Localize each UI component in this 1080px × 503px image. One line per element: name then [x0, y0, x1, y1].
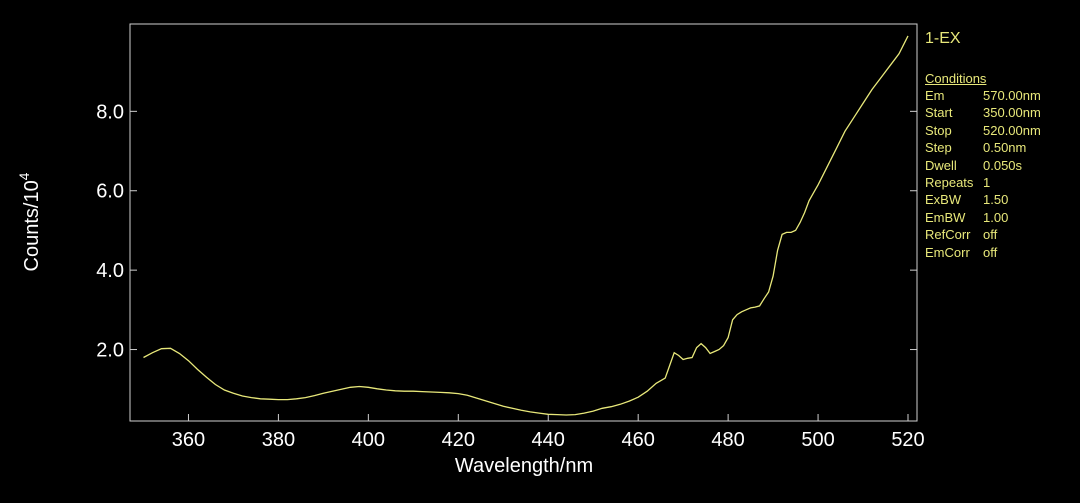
- condition-key: Start: [925, 105, 953, 121]
- condition-value: off: [983, 227, 998, 243]
- condition-key: Step: [925, 140, 952, 156]
- y-tick-label: 4.0: [96, 260, 124, 282]
- condition-key: EmBW: [925, 209, 966, 225]
- condition-value: 0.50nm: [983, 140, 1027, 156]
- y-axis-title-exponent: 4: [16, 172, 32, 180]
- condition-value: 570.00nm: [983, 88, 1041, 103]
- x-tick-label: 460: [621, 429, 654, 451]
- condition-row: Repeats 1: [925, 174, 1075, 191]
- condition-key: Em: [925, 88, 945, 103]
- condition-row: EmBW 1.00: [925, 209, 1075, 226]
- y-axis-title: Counts/104: [16, 172, 43, 271]
- x-tick-label: 440: [532, 429, 565, 451]
- scan-name: 1-EX: [925, 30, 961, 47]
- condition-key: Dwell: [925, 157, 957, 173]
- x-axis: 360 380 400 420 440 460 480 500 520: [172, 414, 925, 451]
- condition-value: 0.050s: [983, 157, 1023, 173]
- condition-row: Start 350.00nm: [925, 104, 1075, 121]
- y-axis: 2.0 4.0 6.0 8.0: [96, 101, 917, 362]
- x-tick-label: 480: [711, 429, 744, 451]
- x-tick-label: 360: [172, 429, 205, 451]
- condition-row: ExBW 1.50: [925, 191, 1075, 208]
- x-tick-label: 400: [352, 429, 385, 451]
- condition-key: RefCorr: [925, 227, 971, 243]
- x-tick-label: 420: [442, 429, 475, 451]
- condition-row: Em 570.00nm: [925, 87, 1075, 104]
- condition-value: off: [983, 244, 998, 260]
- condition-key: ExBW: [925, 192, 962, 208]
- y-axis-title-base: Counts/10: [21, 180, 43, 271]
- condition-row: Step 0.50nm: [925, 139, 1075, 156]
- plot-frame: [129, 23, 918, 422]
- conditions-panel: 1-EX Conditions Em 570.00nm Start 350.00nm S…: [925, 30, 1075, 261]
- spectrum-series-line: [143, 35, 909, 416]
- conditions-header: Conditions: [925, 71, 987, 86]
- condition-value: 1.00: [983, 209, 1009, 225]
- condition-value: 1.50: [983, 192, 1009, 208]
- condition-row: Stop 520.00nm: [925, 122, 1075, 139]
- y-tick-label: 2.0: [96, 340, 124, 362]
- condition-key: Repeats: [925, 175, 974, 191]
- condition-value: 1: [983, 175, 991, 191]
- condition-value: 350.00nm: [983, 105, 1041, 121]
- condition-row: RefCorr off: [925, 226, 1075, 243]
- x-tick-label: 500: [801, 429, 834, 451]
- y-tick-label: 6.0: [96, 181, 124, 203]
- condition-key: Stop: [925, 122, 952, 138]
- condition-key: EmCorr: [925, 244, 970, 260]
- condition-row: EmCorr off: [925, 244, 1075, 261]
- x-tick-label: 520: [891, 429, 924, 451]
- x-axis-title: Wavelength/nm: [455, 455, 593, 477]
- x-tick-label: 380: [262, 429, 295, 451]
- conditions-list: Em 570.00nm Start 350.00nm Stop 520.00nm Step 0…: [925, 87, 1075, 261]
- y-tick-label: 8.0: [96, 101, 124, 123]
- condition-row: Dwell 0.050s: [925, 157, 1075, 174]
- condition-value: 520.00nm: [983, 122, 1041, 138]
